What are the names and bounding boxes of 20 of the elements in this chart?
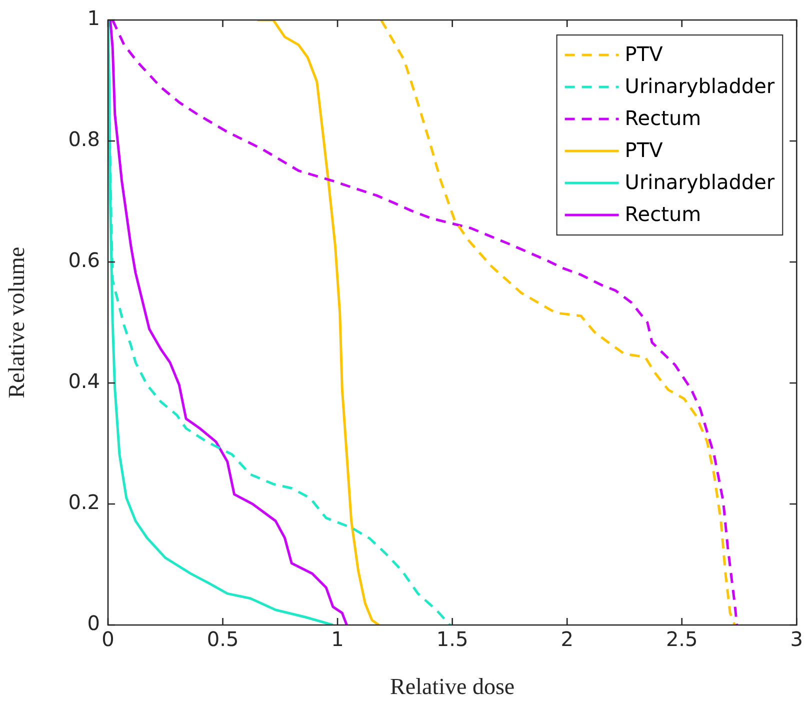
y-tick-label: 0.6 [68, 248, 100, 272]
x-axis-title: Relative dose [390, 674, 515, 700]
y-tick-label: 0.4 [68, 369, 100, 394]
legend-label: Rectum [624, 202, 702, 226]
y-tick-label: 0 [87, 611, 100, 636]
x-tick-label: 0.5 [206, 627, 239, 652]
legend-label: PTV [624, 138, 664, 162]
x-tick-label: 2 [560, 627, 574, 652]
y-tick-label: 1 [87, 6, 100, 30]
x-tick-label: 2.5 [666, 627, 698, 652]
legend-label: Rectum [624, 106, 702, 130]
legend-label: PTV [624, 42, 664, 66]
y-axis-title: Relative volume [4, 246, 29, 398]
x-tick-label: 3 [790, 627, 804, 652]
x-tick-label: 1 [331, 627, 344, 652]
legend-label: Urinarybladder [624, 170, 776, 194]
y-tick-label: 0.2 [68, 490, 100, 514]
x-tick-label: 1.5 [436, 627, 468, 652]
y-tick-label: 0.8 [68, 127, 100, 152]
legend-label: Urinarybladder [624, 74, 776, 98]
